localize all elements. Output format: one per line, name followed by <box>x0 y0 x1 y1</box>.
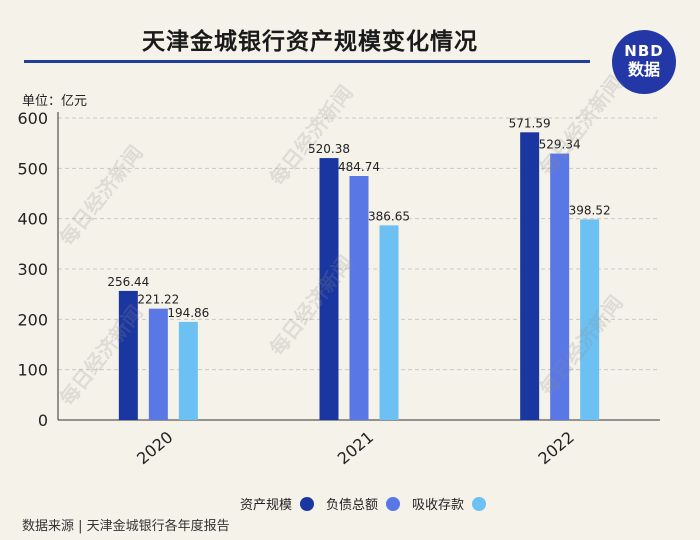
source-note: 数据来源 | 天津金城银行各年度报告 <box>22 519 230 534</box>
data-label: 386.65 <box>368 209 410 223</box>
data-label: 520.38 <box>308 142 350 156</box>
data-label: 398.52 <box>569 203 611 217</box>
nbd-logo: NBD 数据 <box>612 30 676 94</box>
x-tick-label: 2020 <box>133 427 176 468</box>
y-tick-label: 400 <box>17 210 48 229</box>
y-tick-label: 500 <box>17 159 48 178</box>
y-tick-label: 200 <box>17 310 48 329</box>
legend-dot-deposit <box>472 496 487 511</box>
legend-item-deposit: 吸收存款 <box>412 494 487 513</box>
bar-liability <box>349 176 369 420</box>
legend-label-asset: 资产规模 <box>240 498 293 513</box>
legend-label-liability: 负债总额 <box>326 498 379 513</box>
legend-label-deposit: 吸收存款 <box>412 498 465 513</box>
bar-liability <box>148 308 168 420</box>
bar-deposit <box>580 219 600 420</box>
y-tick-label: 0 <box>38 411 48 430</box>
y-tick-label: 100 <box>17 361 48 380</box>
bar-deposit <box>178 321 198 420</box>
bar-asset <box>319 158 339 421</box>
legend-dot-liability <box>386 496 401 511</box>
x-tick-label: 2021 <box>334 427 377 468</box>
data-label: 484.74 <box>338 160 380 174</box>
bar-asset <box>520 132 540 421</box>
unit-label: 单位：亿元 <box>22 94 88 109</box>
logo-text-line1: NBD <box>624 42 664 60</box>
logo-text-line2: 数据 <box>627 60 660 79</box>
data-label: 221.22 <box>137 293 179 307</box>
bar-deposit <box>379 225 399 420</box>
bar-asset <box>118 290 138 420</box>
chart-legend: 资产规模 负债总额 吸收存款 <box>240 494 498 513</box>
data-label: 194.86 <box>167 306 209 320</box>
data-label: 256.44 <box>107 275 149 289</box>
bar-liability <box>550 153 570 420</box>
data-label: 529.34 <box>539 138 581 152</box>
legend-dot-asset <box>300 496 315 511</box>
chart-title: 天津金城银行资产规模变化情况 <box>142 29 478 55</box>
title-underline <box>24 60 590 63</box>
y-tick-label: 300 <box>17 260 48 279</box>
y-tick-label: 600 <box>17 109 48 128</box>
legend-item-asset: 资产规模 <box>240 494 315 513</box>
legend-item-liability: 负债总额 <box>326 494 401 513</box>
x-tick-label: 2022 <box>534 427 577 468</box>
data-label: 571.59 <box>509 116 551 130</box>
